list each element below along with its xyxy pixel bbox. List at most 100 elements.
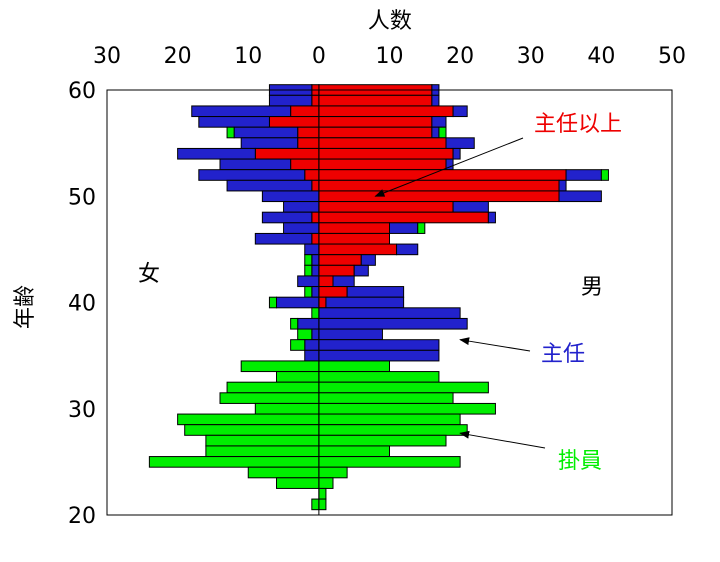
- bar-female-掛員-age-28: [184, 424, 320, 436]
- bar-male-主任-age-47: [389, 222, 419, 234]
- bar-male-主任以上-age-47: [318, 222, 390, 234]
- bar-female-掛員-age-43: [304, 264, 313, 277]
- bar-female-主任-age-35: [304, 349, 320, 362]
- bar-female-主任-age-50: [261, 190, 320, 203]
- annotation-label-主任: 主任: [541, 342, 585, 367]
- bar-female-主任-age-58: [191, 105, 292, 118]
- bar-female-主任-age-46: [254, 232, 313, 245]
- bar-female-掛員-age-38: [290, 317, 299, 330]
- bar-male-主任以上-age-41: [318, 286, 348, 298]
- bar-male-主任以上-age-45: [318, 243, 398, 256]
- bar-female-主任-age-54: [177, 147, 256, 160]
- bar-female-掛員-age-25: [148, 456, 320, 468]
- bar-male-主任-age-59: [431, 94, 440, 107]
- bar-female-主任以上-age-54: [254, 147, 320, 160]
- bar-female-掛員-age-36: [290, 339, 306, 351]
- bar-female-掛員-age-30: [254, 402, 320, 415]
- bar-male-主任-age-44: [360, 254, 376, 266]
- x-tick-label: 0: [312, 44, 326, 69]
- axes-layer: 30 20 10 0 10 20 30 40 50 人数 20 30 40 50 60 年齢 女男: [13, 9, 686, 529]
- x-tick-label: 40: [587, 44, 615, 69]
- bar-female-主任以上-age-48: [311, 211, 320, 224]
- bar-male-主任-age-56: [431, 126, 440, 139]
- bar-male-掛員-age-21: [318, 498, 327, 511]
- bar-male-主任-age-55: [445, 137, 475, 149]
- bar-female-主任-age-43: [311, 264, 320, 277]
- bar-female-主任-age-59: [268, 94, 313, 107]
- bar-female-主任-age-49: [283, 201, 320, 213]
- x-axis-title: 人数: [368, 9, 412, 34]
- bar-male-掛員-age-22: [318, 487, 327, 500]
- bar-female-掛員-age-41: [304, 286, 313, 298]
- bar-male-主任以上-age-50: [318, 190, 560, 203]
- bar-male-掛員-age-56: [438, 126, 447, 139]
- x-tick-label: 50: [658, 44, 686, 69]
- bar-male-主任-age-50: [558, 190, 602, 203]
- bar-female-掛員-age-26: [205, 445, 320, 458]
- x-tick-label: 30: [93, 44, 121, 69]
- bar-female-主任以上-age-57: [268, 116, 320, 128]
- bar-male-掛員-age-24: [318, 466, 348, 479]
- bar-female-掛員-age-31: [219, 392, 320, 404]
- bar-male-掛員-age-28: [318, 424, 468, 436]
- y-tick-label: 30: [68, 398, 96, 423]
- bar-female-掛員-age-34: [240, 360, 320, 373]
- bar-female-掛員-age-44: [304, 254, 313, 266]
- bar-female-掛員-age-24: [247, 466, 320, 479]
- bar-male-主任-age-54: [452, 147, 461, 160]
- annotation-label-主任以上: 主任以上: [534, 112, 622, 137]
- bar-male-主任-age-37: [318, 328, 383, 341]
- bar-male-主任以上-age-40: [318, 296, 327, 309]
- male-side-label: 男: [581, 275, 603, 300]
- bar-male-主任以上-age-54: [318, 147, 454, 160]
- bar-male-主任以上-age-46: [318, 232, 390, 245]
- bar-male-主任-age-35: [318, 349, 440, 362]
- annotation-arrow-主任: [459, 337, 531, 352]
- bar-female-掛員-age-56: [226, 126, 235, 139]
- bar-male-掛員-age-52: [600, 169, 609, 181]
- bar-female-主任以上-age-52: [304, 169, 320, 181]
- bar-male-主任-age-43: [353, 264, 369, 277]
- bar-female-掛員-age-21: [311, 498, 320, 511]
- x-tick-label: 30: [517, 44, 545, 69]
- bar-male-主任-age-48: [487, 211, 496, 224]
- bar-male-主任-age-40: [325, 296, 405, 309]
- bar-male-主任-age-51: [558, 179, 567, 192]
- bar-female-主任-age-48: [261, 211, 313, 224]
- annotation-arrow-主任以上: [374, 137, 524, 197]
- bar-male-主任-age-49: [452, 201, 489, 213]
- female-side-label: 女: [138, 262, 160, 287]
- bar-female-主任以上-age-58: [290, 105, 320, 118]
- bar-female-主任-age-53: [219, 158, 292, 171]
- bar-male-主任以上-age-49: [318, 201, 454, 213]
- bar-male-掛員-age-23: [318, 477, 334, 489]
- bar-female-主任-age-55: [240, 137, 299, 149]
- bar-female-掛員-age-27: [205, 434, 320, 447]
- bar-male-主任-age-41: [346, 286, 405, 298]
- bar-female-主任-age-41: [311, 286, 320, 298]
- bar-female-主任-age-51: [226, 179, 313, 192]
- bar-female-主任-age-38: [297, 317, 320, 330]
- bar-male-主任以上-age-55: [318, 137, 447, 149]
- bar-male-主任以上-age-53: [318, 158, 447, 171]
- x-tick-label: 20: [446, 44, 474, 69]
- bar-male-主任以上-age-56: [318, 126, 433, 139]
- bar-female-主任-age-44: [311, 254, 320, 266]
- bar-male-主任以上-age-58: [318, 105, 454, 118]
- bar-female-掛員-age-32: [226, 381, 320, 394]
- bar-male-主任以上-age-43: [318, 264, 355, 277]
- bar-female-主任以上-age-55: [297, 137, 320, 149]
- bar-male-掛員-age-30: [318, 402, 496, 415]
- bar-male-掛員-age-31: [318, 392, 454, 404]
- y-tick-label: 20: [68, 504, 96, 529]
- bar-female-主任-age-52: [198, 169, 306, 181]
- bar-male-主任-age-38: [318, 317, 468, 330]
- bar-female-主任-age-47: [283, 222, 320, 234]
- bar-male-掛員-age-34: [318, 360, 390, 373]
- bar-male-主任以上-age-59: [318, 94, 433, 107]
- bar-male-主任以上-age-42: [318, 275, 334, 288]
- bar-female-掛員-age-29: [177, 413, 320, 426]
- bar-female-掛員-age-40: [268, 296, 277, 309]
